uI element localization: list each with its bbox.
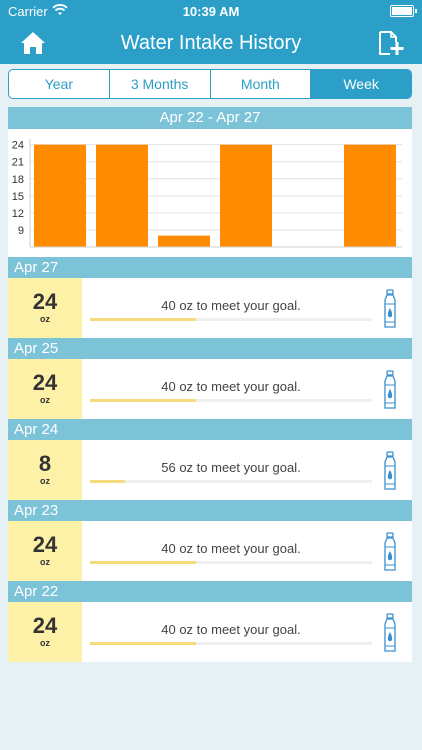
- goal-remaining-text: 40 oz to meet your goal.: [161, 622, 301, 637]
- entry-date: Apr 24: [8, 419, 412, 440]
- goal-remaining-text: 40 oz to meet your goal.: [161, 541, 301, 556]
- entry-date: Apr 23: [8, 500, 412, 521]
- history-entry[interactable]: Apr 23 24 oz 40 oz to meet your goal.: [8, 500, 412, 581]
- water-bottle-icon: [384, 532, 396, 571]
- home-icon[interactable]: [20, 30, 46, 56]
- y-tick-label: 15: [12, 191, 24, 203]
- amount-unit: oz: [40, 638, 50, 648]
- amount-unit: oz: [40, 314, 50, 324]
- goal-progress-fill: [90, 399, 196, 402]
- history-list: Apr 27 24 oz 40 oz to meet your goal. Ap…: [8, 257, 412, 662]
- tab-year[interactable]: Year: [9, 70, 110, 98]
- chart-bar[interactable]: [344, 144, 396, 247]
- date-range-label: Apr 22 - Apr 27: [8, 107, 412, 129]
- period-tabs: Year 3 Months Month Week: [8, 69, 412, 99]
- y-tick-label: 9: [18, 225, 24, 237]
- chart-bar[interactable]: [96, 144, 148, 247]
- amount-value: 24: [32, 532, 58, 557]
- y-tick-label: 24: [12, 140, 24, 152]
- tab-week[interactable]: Week: [311, 70, 411, 98]
- y-tick-label: 18: [12, 174, 24, 186]
- goal-progress-bar: [90, 561, 372, 564]
- history-entry[interactable]: Apr 27 24 oz 40 oz to meet your goal.: [8, 257, 412, 338]
- goal-remaining-text: 40 oz to meet your goal.: [161, 379, 301, 394]
- goal-progress-fill: [90, 480, 126, 483]
- amount-unit: oz: [40, 476, 50, 486]
- status-bar: Carrier 10:39 AM: [0, 0, 422, 22]
- amount-box: 24 oz: [8, 521, 82, 581]
- entry-row[interactable]: 24 oz 40 oz to meet your goal.: [8, 521, 412, 581]
- tab-month[interactable]: Month: [211, 70, 312, 98]
- entry-date: Apr 22: [8, 581, 412, 602]
- amount-box: 8 oz: [8, 440, 82, 500]
- add-entry-icon[interactable]: [376, 29, 404, 57]
- amount-box: 24 oz: [8, 359, 82, 419]
- entry-row[interactable]: 24 oz 40 oz to meet your goal.: [8, 278, 412, 338]
- y-tick-label: 21: [12, 157, 24, 169]
- nav-bar: Water Intake History: [0, 22, 422, 64]
- amount-value: 24: [32, 370, 58, 395]
- entry-date: Apr 27: [8, 257, 412, 278]
- goal-progress-bar: [90, 480, 372, 483]
- goal-remaining-text: 40 oz to meet your goal.: [161, 298, 301, 313]
- entry-row[interactable]: 24 oz 40 oz to meet your goal.: [8, 359, 412, 419]
- intake-chart: 9 12 15 18 21 24: [8, 129, 412, 257]
- amount-value: 8: [38, 451, 52, 476]
- entry-date: Apr 25: [8, 338, 412, 359]
- water-bottle-icon: [384, 451, 396, 490]
- intake-bar-chart: 9 12 15 18 21 24: [12, 139, 402, 248]
- tab-3-months[interactable]: 3 Months: [110, 70, 211, 98]
- chart-bar[interactable]: [34, 144, 86, 247]
- goal-progress-bar: [90, 399, 372, 402]
- carrier-label: Carrier: [8, 4, 48, 19]
- battery-icon: [390, 5, 417, 17]
- goal-remaining-text: 56 oz to meet your goal.: [161, 460, 301, 475]
- wifi-icon: [52, 4, 68, 15]
- water-bottle-icon: [384, 370, 396, 409]
- chart-bar[interactable]: [220, 144, 272, 247]
- entry-row[interactable]: 24 oz 40 oz to meet your goal.: [8, 602, 412, 662]
- goal-progress-fill: [90, 561, 196, 564]
- water-bottle-icon: [384, 613, 396, 652]
- y-tick-label: 12: [12, 208, 24, 220]
- goal-progress-fill: [90, 642, 196, 645]
- status-time: 10:39 AM: [182, 4, 240, 19]
- chart-bar[interactable]: [158, 235, 210, 247]
- entry-row[interactable]: 8 oz 56 oz to meet your goal.: [8, 440, 412, 500]
- amount-box: 24 oz: [8, 278, 82, 338]
- amount-value: 24: [32, 613, 58, 638]
- goal-progress-bar: [90, 318, 372, 321]
- amount-unit: oz: [40, 557, 50, 567]
- goal-progress-fill: [90, 318, 196, 321]
- history-entry[interactable]: Apr 22 24 oz 40 oz to meet your goal.: [8, 581, 412, 662]
- amount-unit: oz: [40, 395, 50, 405]
- goal-progress-bar: [90, 642, 372, 645]
- water-bottle-icon: [384, 289, 396, 328]
- history-entry[interactable]: Apr 24 8 oz 56 oz to meet your goal.: [8, 419, 412, 500]
- amount-box: 24 oz: [8, 602, 82, 662]
- amount-value: 24: [32, 289, 58, 314]
- page-title: Water Intake History: [120, 32, 302, 54]
- history-entry[interactable]: Apr 25 24 oz 40 oz to meet your goal.: [8, 338, 412, 419]
